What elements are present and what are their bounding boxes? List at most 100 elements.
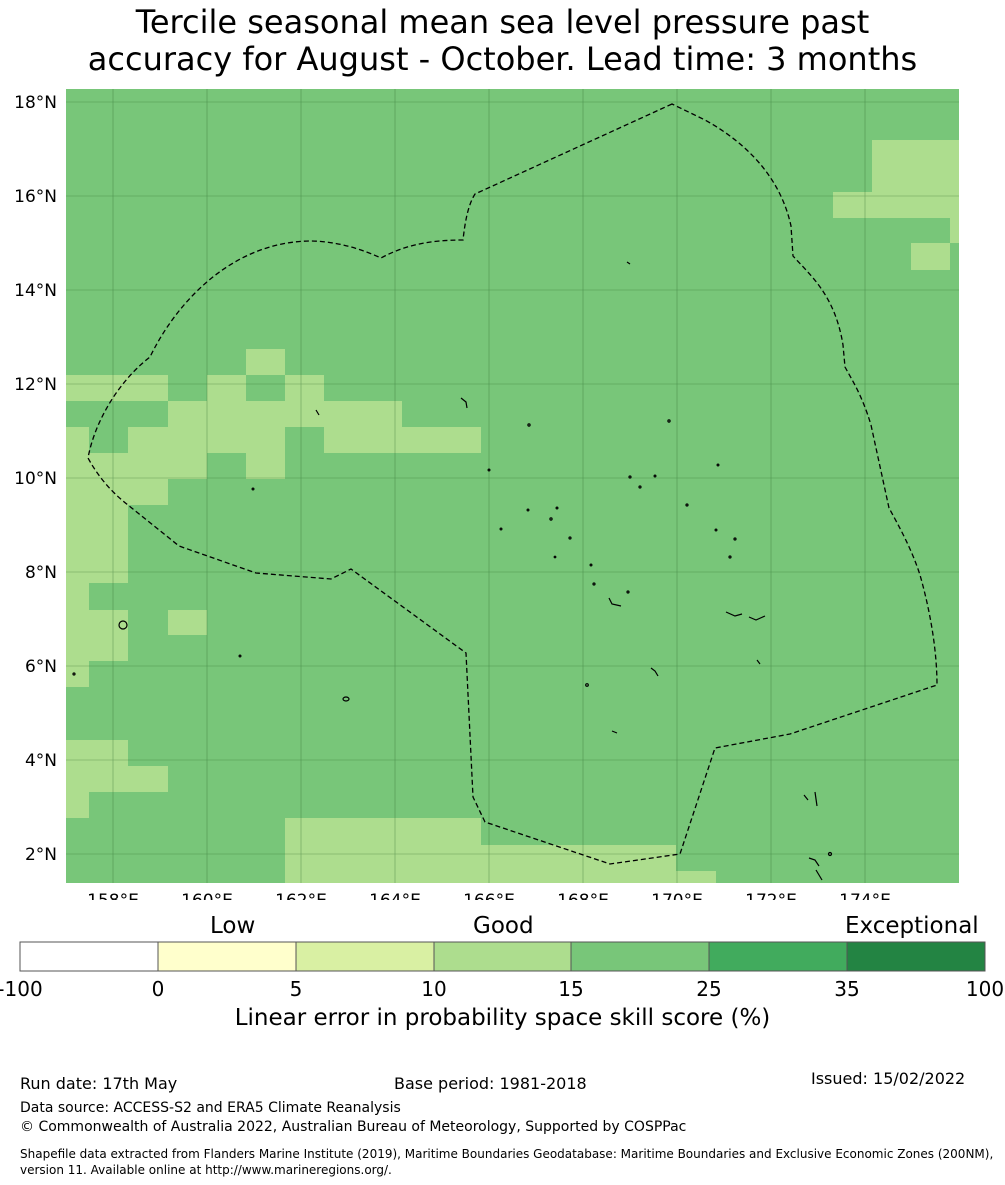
map-cell: [285, 818, 481, 845]
map-cell: [911, 243, 950, 270]
lon-label: 172°E: [745, 891, 797, 900]
map-cell: [66, 766, 168, 792]
lon-label: 170°E: [651, 891, 703, 900]
islands: [72, 261, 833, 881]
map-shape: [803, 791, 818, 807]
map-shape: [555, 506, 559, 510]
eez-boundary: [87, 103, 938, 865]
gridlines: [66, 89, 959, 883]
map-shape: [827, 851, 833, 857]
map-shape: [251, 487, 255, 491]
map-shape: [808, 857, 823, 881]
lat-label: 2°N: [25, 845, 57, 865]
lon-label: 164°E: [369, 891, 421, 900]
lat-labels: 18°N 16°N 14°N 12°N 10°N 8°N 6°N 4°N 2°N: [14, 93, 57, 865]
colorbar-segment: [570, 941, 710, 972]
map-cell: [833, 192, 959, 218]
map-shape: [527, 423, 531, 427]
colorbar-label: Linear error in probability space skill …: [234, 1005, 771, 1031]
map-cell: [66, 453, 207, 479]
map-title: Tercile seasonal mean sea level pressure…: [0, 4, 1005, 78]
map-shape: [553, 555, 557, 559]
lat-label: 10°N: [14, 469, 57, 489]
map-cell: [207, 375, 246, 401]
run-date: Run date: 17th May: [20, 1074, 178, 1093]
map-cell: [246, 349, 285, 375]
lat-label: 14°N: [14, 281, 57, 301]
map-shape: [72, 672, 76, 676]
colorbar-segments: [19, 941, 986, 972]
light-cells: [66, 140, 959, 883]
legend-exceptional-label: Exceptional: [845, 913, 979, 939]
colorbar-segment: [846, 941, 986, 972]
skill-map: 18°N 16°N 14°N 12°N 10°N 8°N 6°N 4°N 2°N…: [14, 89, 959, 900]
lat-label: 4°N: [25, 751, 57, 771]
map-cell: [285, 845, 676, 871]
lat-label: 6°N: [25, 657, 57, 677]
map-cell: [66, 505, 128, 583]
shapefile-credit-line-2: version 11. Available online at http://w…: [20, 1163, 392, 1177]
map-cell: [66, 740, 128, 766]
map-cell: [246, 453, 285, 479]
map-shape: [685, 503, 689, 507]
copyright: © Commonwealth of Australia 2022, Austra…: [20, 1119, 687, 1135]
map-shape: [650, 667, 659, 677]
map-shape: [756, 659, 761, 665]
map-shape: [728, 555, 732, 559]
lon-labels: 158°E 160°E 162°E 164°E 166°E 168°E 170°…: [87, 891, 891, 900]
data-source: Data source: ACCESS-S2 and ERA5 Climate …: [20, 1100, 401, 1116]
lon-label: 160°E: [181, 891, 233, 900]
map-shape: [487, 468, 491, 472]
colorbar-tick: 25: [696, 977, 722, 1001]
map-shape: [608, 597, 622, 607]
colorbar-tick: 15: [558, 977, 584, 1001]
colorbar-tick: 35: [834, 977, 860, 1001]
map-cell: [324, 427, 481, 453]
map-cell: [66, 479, 168, 505]
map-cell: [285, 375, 324, 401]
colorbar-tick: 10: [421, 977, 447, 1001]
colorbar-segment: [433, 941, 572, 972]
title-line-1: Tercile seasonal mean sea level pressure…: [135, 3, 870, 41]
map-cell: [66, 375, 168, 401]
map-shape: [626, 261, 631, 265]
lon-label: 174°E: [839, 891, 891, 900]
colorbar-tick: 5: [289, 977, 303, 1001]
map-shape: [549, 517, 553, 521]
map-shape: [460, 397, 468, 409]
map-shape: [716, 463, 720, 467]
colorbar-segment: [708, 941, 848, 972]
map-cell: [168, 401, 402, 427]
map-cell: [872, 140, 959, 192]
map-shape: [342, 696, 350, 702]
legend-good-label: Good: [473, 913, 534, 939]
map-shape: [638, 485, 642, 489]
base-period: Base period: 1981-2018: [394, 1074, 587, 1093]
map-shape: [118, 620, 128, 630]
lon-label: 166°E: [463, 891, 515, 900]
map-shape: [628, 475, 632, 479]
map-shape: [725, 611, 766, 621]
map-shape: [499, 527, 503, 531]
map-background: [66, 89, 959, 883]
map-shape: [733, 537, 737, 541]
colorbar-segment: [157, 941, 297, 972]
map-shape: [585, 683, 589, 687]
issued-date: Issued: 15/02/2022: [811, 1069, 966, 1088]
map-cell: [285, 871, 716, 883]
colorbar-segment: [19, 941, 159, 972]
lat-label: 18°N: [14, 93, 57, 113]
map-cell: [66, 610, 128, 661]
lon-label: 158°E: [87, 891, 139, 900]
shapefile-credit-line-1: Shapefile data extracted from Flanders M…: [20, 1147, 994, 1161]
lat-label: 16°N: [14, 187, 57, 207]
title-line-2: accuracy for August - October. Lead time…: [87, 40, 918, 78]
map-shape: [589, 563, 593, 567]
map-shape: [714, 528, 718, 532]
map-cell: [168, 610, 207, 635]
map-shape: [315, 409, 320, 416]
lon-label: 162°E: [275, 891, 327, 900]
map-shape: [626, 590, 630, 594]
colorbar-tick: -100: [0, 977, 43, 1001]
legend-low-label: Low: [210, 913, 256, 939]
